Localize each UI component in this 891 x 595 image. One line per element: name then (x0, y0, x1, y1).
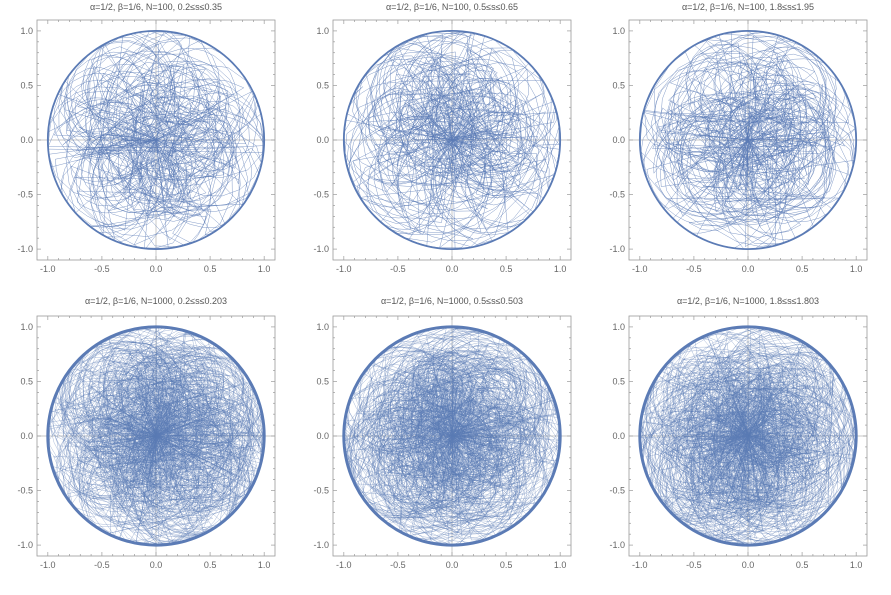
curve-envelope (46, 325, 266, 547)
x-tick-label: 0.5 (500, 264, 513, 274)
y-tick-label: -1.0 (313, 244, 329, 254)
panel-title: α=1/2, β=1/6, N=1000, 1.8≤s≤1.803 (677, 296, 819, 306)
plot-panel-6: α=1/2, β=1/6, N=1000, 1.8≤s≤1.803 -1.0 -0.… (609, 296, 868, 570)
x-tick-label: -0.5 (390, 560, 406, 570)
x-tick-label: 0.0 (150, 264, 163, 274)
x-tick-label: 0.0 (742, 264, 755, 274)
panel-title: α=1/2, β=1/6, N=100, 0.5≤s≤0.65 (386, 2, 518, 12)
curve-envelope (46, 30, 266, 250)
y-tick-label: 1.0 (612, 26, 625, 36)
y-tick-label: 1.0 (316, 322, 329, 332)
y-tick-label: 0.0 (316, 135, 329, 145)
y-tick-label: 0.5 (316, 376, 329, 386)
y-tick-label: 0.5 (20, 376, 33, 386)
y-tick-label: 0.0 (316, 431, 329, 441)
panel-title: α=1/2, β=1/6, N=100, 1.8≤s≤1.95 (682, 2, 814, 12)
x-tick-label: -1.0 (40, 264, 56, 274)
x-tick-label: 0.5 (204, 560, 217, 570)
x-tick-label: 0.0 (742, 560, 755, 570)
plot-panel-5: α=1/2, β=1/6, N=1000, 0.5≤s≤0.503 -1.0 -0.… (313, 296, 572, 570)
y-tick-label: 0.5 (612, 376, 625, 386)
x-tick-label: 1.0 (258, 560, 271, 570)
y-tick-label: -0.5 (17, 486, 33, 496)
y-tick-label: -0.5 (17, 190, 33, 200)
y-tick-label: 0.0 (612, 431, 625, 441)
panel-title: α=1/2, β=1/6, N=1000, 0.5≤s≤0.503 (381, 296, 523, 306)
plot-panel-2: α=1/2, β=1/6, N=100, 0.5≤s≤0.65 -1.0 -0.5 0… (313, 2, 572, 274)
panel-title: α=1/2, β=1/6, N=100, 0.2≤s≤0.35 (90, 2, 222, 12)
x-tick-label: 1.0 (258, 264, 271, 274)
y-tick-label: -0.5 (313, 486, 329, 496)
x-tick-label: -0.5 (686, 560, 702, 570)
panel-title: α=1/2, β=1/6, N=1000, 0.2≤s≤0.203 (85, 296, 227, 306)
plot-panel-3: α=1/2, β=1/6, N=100, 1.8≤s≤1.95 -1.0 -0.5 0… (609, 2, 868, 274)
x-tick-label: 0.5 (500, 560, 513, 570)
y-tick-label: 0.0 (20, 135, 33, 145)
plot-panel-4: α=1/2, β=1/6, N=1000, 0.2≤s≤0.203 -1.0 -0.… (17, 296, 276, 570)
y-tick-label: 1.0 (316, 26, 329, 36)
x-tick-label: -1.0 (336, 264, 352, 274)
x-tick-label: 0.0 (446, 560, 459, 570)
x-tick-label: 0.5 (204, 264, 217, 274)
x-tick-label: 0.5 (796, 560, 809, 570)
y-tick-label: -1.0 (17, 540, 33, 550)
y-tick-label: 1.0 (612, 322, 625, 332)
x-tick-label: -0.5 (686, 264, 702, 274)
curve-envelope (342, 325, 562, 547)
x-tick-label: -1.0 (336, 560, 352, 570)
x-tick-label: 1.0 (850, 264, 863, 274)
y-tick-label: 0.5 (316, 80, 329, 90)
x-tick-label: -0.5 (94, 264, 110, 274)
y-tick-label: 0.5 (612, 80, 625, 90)
y-tick-label: 0.0 (20, 431, 33, 441)
x-tick-label: -0.5 (390, 264, 406, 274)
curve-series (47, 30, 265, 250)
curve-series (47, 326, 265, 546)
y-tick-label: -1.0 (609, 244, 625, 254)
y-tick-label: -1.0 (313, 540, 329, 550)
x-tick-label: 0.0 (150, 560, 163, 570)
x-tick-label: 1.0 (554, 264, 567, 274)
curve-envelope (342, 30, 562, 250)
y-tick-label: -0.5 (609, 486, 625, 496)
x-tick-label: 0.0 (446, 264, 459, 274)
x-tick-label: -1.0 (40, 560, 56, 570)
curve-series (639, 30, 857, 250)
x-tick-label: 0.5 (796, 264, 809, 274)
y-tick-label: -0.5 (609, 190, 625, 200)
x-tick-label: 1.0 (554, 560, 567, 570)
y-tick-label: 0.5 (20, 80, 33, 90)
y-tick-label: -1.0 (609, 540, 625, 550)
y-tick-label: 1.0 (20, 322, 33, 332)
plot-panel-1: α=1/2, β=1/6, N=100, 0.2≤s≤0.35 -1.0 -0.5 0… (17, 2, 276, 274)
y-tick-label: 1.0 (20, 26, 33, 36)
x-tick-label: -1.0 (632, 264, 648, 274)
x-tick-label: -0.5 (94, 560, 110, 570)
curve-series (639, 326, 857, 546)
y-tick-label: -0.5 (313, 190, 329, 200)
curve-series (343, 30, 561, 250)
curve-envelope (638, 30, 858, 250)
x-tick-label: 1.0 (850, 560, 863, 570)
y-tick-label: 0.0 (612, 135, 625, 145)
x-tick-label: -1.0 (632, 560, 648, 570)
y-tick-label: -1.0 (17, 244, 33, 254)
curve-envelope (638, 325, 858, 547)
